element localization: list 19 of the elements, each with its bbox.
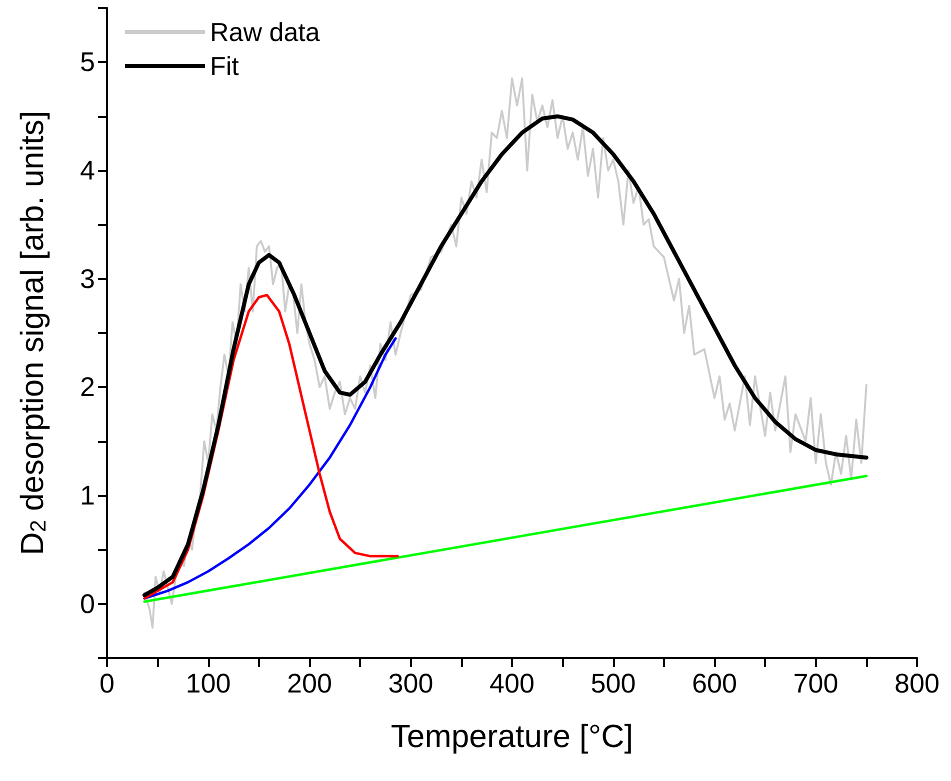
y-axis-title: D2 desorption signal [arb. units] bbox=[14, 110, 50, 556]
legend-label: Raw data bbox=[210, 17, 320, 47]
y-tick-label: 2 bbox=[80, 372, 95, 402]
x-axis-title: Temperature [°C] bbox=[390, 718, 634, 754]
x-tick-label: 0 bbox=[99, 668, 115, 698]
y-tick-label: 0 bbox=[80, 588, 95, 619]
y-tick-label: 4 bbox=[80, 156, 95, 186]
x-tick-label: 600 bbox=[692, 668, 738, 698]
x-tick-label: 700 bbox=[793, 668, 838, 698]
x-tick-label: 200 bbox=[286, 668, 332, 698]
legend-label: Fit bbox=[210, 51, 240, 81]
y-tick-label: 3 bbox=[80, 264, 95, 294]
y-tick-label: 5 bbox=[80, 47, 95, 78]
x-tick-label: 300 bbox=[388, 668, 434, 698]
x-tick-label: 800 bbox=[894, 668, 940, 698]
x-tick-label: 400 bbox=[489, 668, 535, 698]
x-tick-label: 500 bbox=[590, 668, 636, 698]
y-tick-label: 1 bbox=[80, 480, 95, 510]
x-tick-label: 100 bbox=[186, 668, 231, 698]
